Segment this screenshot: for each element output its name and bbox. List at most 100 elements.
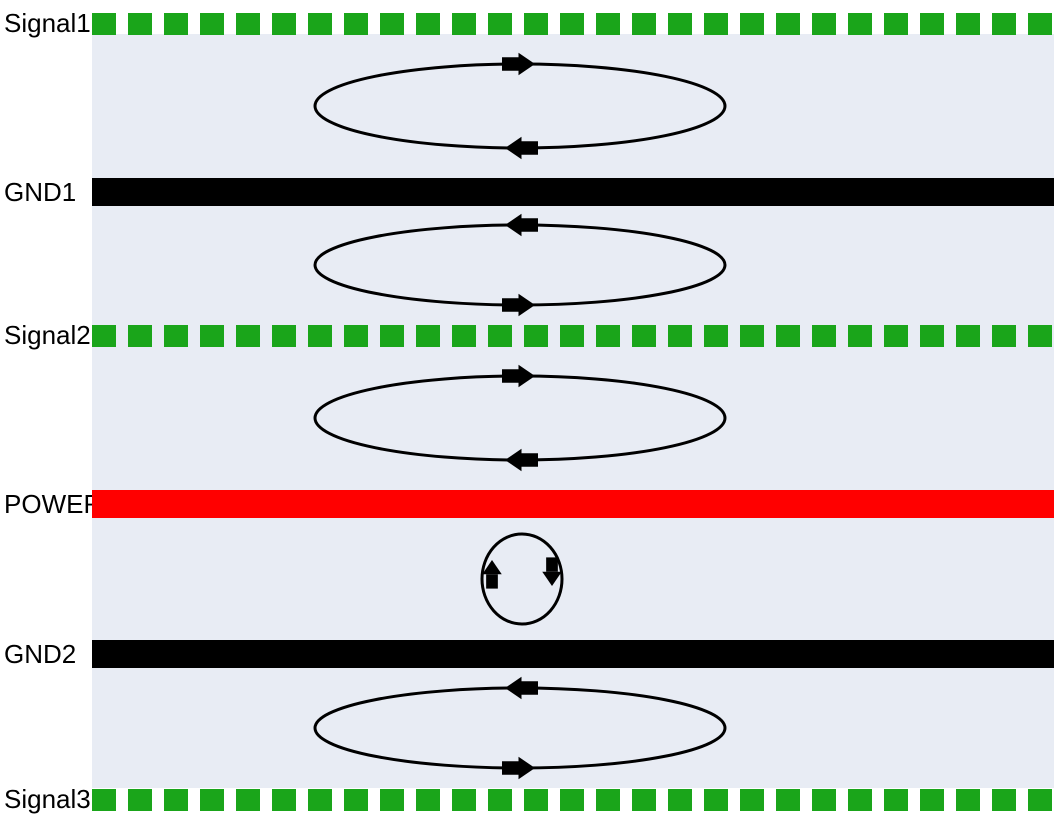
trace-segment [1028, 13, 1052, 35]
trace-segment [704, 325, 728, 347]
trace-segment [272, 789, 296, 811]
trace-segment [740, 13, 764, 35]
trace-segment [236, 13, 260, 35]
trace-segment [596, 13, 620, 35]
trace-segment [992, 789, 1016, 811]
trace-segment [884, 325, 908, 347]
plane-gnd1 [92, 178, 1054, 206]
trace-segment [416, 325, 440, 347]
trace-segment [164, 325, 188, 347]
trace-segment [884, 789, 908, 811]
trace-segment [524, 325, 548, 347]
trace-segment [524, 13, 548, 35]
trace-segment [308, 325, 332, 347]
trace-segment [92, 13, 116, 35]
dielectric-region [92, 518, 1054, 640]
trace-segment [884, 13, 908, 35]
trace-segment [344, 13, 368, 35]
layer-gnd1: GND1 [0, 178, 1060, 206]
trace-segment [920, 325, 944, 347]
plane-power [92, 490, 1054, 518]
dielectric-region [92, 346, 1054, 490]
trace-segment [416, 789, 440, 811]
trace-segment [992, 325, 1016, 347]
trace-segment [272, 13, 296, 35]
trace-segment [848, 13, 872, 35]
dielectric-region [92, 34, 1054, 178]
dielectric-region [92, 668, 1054, 788]
dielectric-region [92, 206, 1054, 324]
trace-segment [92, 789, 116, 811]
trace-segment [344, 789, 368, 811]
trace-segment [488, 325, 512, 347]
trace-segment [488, 789, 512, 811]
trace-segment [704, 789, 728, 811]
trace-segment [668, 13, 692, 35]
trace-segment [812, 325, 836, 347]
layer-label-power: POWER [0, 489, 92, 520]
trace-segment [848, 325, 872, 347]
trace-segment [560, 789, 584, 811]
trace-segment [524, 789, 548, 811]
trace-segment [668, 789, 692, 811]
trace-segment [992, 13, 1016, 35]
trace-segment [704, 13, 728, 35]
pcb-stackup-diagram: Signal1 GND1 Signal2 POWER GND2 Signal3 [0, 0, 1060, 819]
trace-segment [1028, 325, 1052, 347]
layer-signal1: Signal1 [0, 12, 1060, 34]
trace-segment [956, 789, 980, 811]
trace-segment [956, 325, 980, 347]
trace-segment [308, 13, 332, 35]
layer-label-gnd2: GND2 [0, 639, 92, 670]
trace-segment [596, 789, 620, 811]
trace-segment [956, 13, 980, 35]
trace-segment [416, 13, 440, 35]
trace-segment [344, 325, 368, 347]
layer-power: POWER [0, 490, 1060, 518]
trace-segment [452, 789, 476, 811]
trace-segment [452, 13, 476, 35]
trace-segment [200, 325, 224, 347]
trace-segment [596, 325, 620, 347]
trace-segment [632, 325, 656, 347]
trace-segment [920, 13, 944, 35]
trace-segment [560, 325, 584, 347]
trace-segment [128, 325, 152, 347]
trace-segment [128, 13, 152, 35]
signal-trace-signal1 [92, 12, 1054, 36]
trace-segment [812, 789, 836, 811]
trace-segment [668, 325, 692, 347]
trace-segment [308, 789, 332, 811]
signal-trace-signal2 [92, 324, 1054, 348]
layer-label-gnd1: GND1 [0, 177, 92, 208]
signal-trace-signal3 [92, 788, 1054, 812]
trace-segment [200, 789, 224, 811]
trace-segment [920, 789, 944, 811]
layer-signal2: Signal2 [0, 324, 1060, 346]
plane-gnd2 [92, 640, 1054, 668]
trace-segment [560, 13, 584, 35]
trace-segment [776, 325, 800, 347]
layer-label-signal3: Signal3 [0, 784, 92, 815]
trace-segment [380, 13, 404, 35]
trace-segment [128, 789, 152, 811]
trace-segment [632, 13, 656, 35]
trace-segment [200, 13, 224, 35]
trace-segment [740, 325, 764, 347]
trace-segment [272, 325, 296, 347]
trace-segment [1028, 789, 1052, 811]
layer-signal3: Signal3 [0, 788, 1060, 810]
trace-segment [164, 789, 188, 811]
trace-segment [236, 789, 260, 811]
trace-segment [812, 13, 836, 35]
layer-label-signal1: Signal1 [0, 8, 92, 39]
trace-segment [380, 325, 404, 347]
trace-segment [776, 789, 800, 811]
trace-segment [776, 13, 800, 35]
trace-segment [740, 789, 764, 811]
trace-segment [92, 325, 116, 347]
trace-segment [848, 789, 872, 811]
layer-label-signal2: Signal2 [0, 320, 92, 351]
trace-segment [380, 789, 404, 811]
trace-segment [236, 325, 260, 347]
